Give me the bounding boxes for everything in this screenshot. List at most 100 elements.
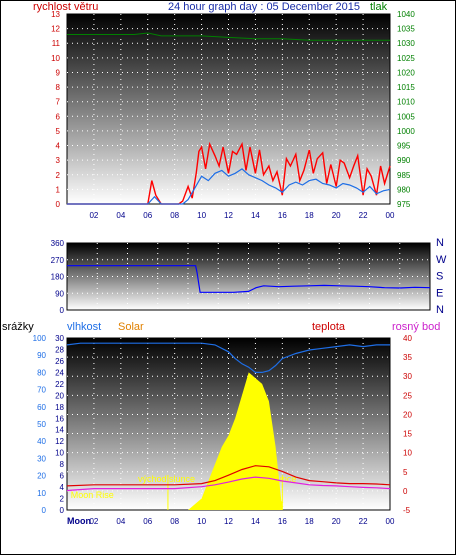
humidity-y-tick-label: 0 [42, 506, 47, 515]
temperature-y-tick-label: 35 [403, 353, 412, 362]
dew-point-series-line [66, 476, 391, 492]
temperature-y-tick-label: -5 [403, 506, 411, 515]
humidity-y-tick-label: 30 [37, 454, 46, 463]
temperature-y-tick-label: 5 [403, 468, 408, 477]
temperature-x-axis-ticks: 02 04 06 08 10 12 14 16 18 20 22 00 [89, 517, 395, 526]
humidity-y-tick-label: 20 [37, 472, 46, 481]
rain-y-tick-label: 26 [55, 357, 64, 366]
pressure-axis-ticks: 975 980 985 990 995 1000 1005 1010 1015 1020 1025 1… [397, 10, 415, 209]
pressure-y-tick-label: 1015 [397, 83, 415, 92]
temperature-x-tick-label: 12 [224, 517, 233, 526]
rain-y-tick-label: 8 [60, 460, 65, 469]
temperature-axis-ticks: -5 0 5 10 15 20 25 30 35 40 [403, 334, 412, 515]
wind-y-tick-label: 9 [56, 68, 61, 77]
temperature-x-tick-label: 20 [332, 517, 341, 526]
direction-axis-ticks: 360 270 180 90 0 [51, 239, 65, 315]
temperature-y-tick-label: 40 [403, 334, 412, 343]
rain-y-tick-label: 2 [60, 495, 65, 504]
wind-x-tick-label: 18 [305, 211, 314, 220]
direction-y-tick-label: 90 [55, 289, 64, 298]
compass-label: W [436, 254, 447, 266]
wind-x-tick-label: 04 [116, 211, 125, 220]
rain-y-tick-label: 6 [60, 472, 65, 481]
temperature-series-line [66, 465, 391, 487]
wind-x-axis-ticks: 02 04 06 08 10 12 14 16 18 20 22 00 [89, 211, 395, 220]
temperature-y-tick-label: 15 [403, 430, 412, 439]
direction-y-tick-label: 360 [51, 239, 65, 248]
wind-x-tick-label: 00 [386, 211, 395, 220]
wind-y-tick-label: 6 [56, 112, 61, 121]
temperature-x-tick-label: 06 [143, 517, 152, 526]
temperature-y-tick-label: 20 [403, 410, 412, 419]
rain-y-tick-label: 18 [55, 403, 64, 412]
temperature-x-tick-label: 10 [197, 517, 206, 526]
moon-axis-label: Moon [67, 516, 91, 526]
pressure-y-tick-label: 1020 [397, 68, 415, 77]
rain-y-tick-label: 0 [60, 506, 65, 515]
solar-axis-title: Solar [118, 321, 144, 333]
wind-x-tick-label: 14 [251, 211, 260, 220]
wind-x-tick-label: 22 [359, 211, 368, 220]
temperature-x-tick-label: 00 [386, 517, 395, 526]
solar-series-area [188, 372, 283, 510]
dew-point-axis-title: rosný bod [392, 321, 440, 333]
temperature-y-tick-label: 30 [403, 372, 412, 381]
wind-y-tick-label: 5 [56, 127, 61, 136]
wind-x-tick-label: 08 [170, 211, 179, 220]
wind-y-tick-label: 11 [52, 39, 61, 48]
compass-label: N [436, 237, 444, 249]
temperature-x-tick-label: 04 [116, 517, 125, 526]
rain-y-tick-label: 16 [55, 414, 64, 423]
wind-y-tick-label: 3 [56, 156, 61, 165]
direction-y-tick-label: 270 [51, 256, 65, 265]
wind-x-tick-label: 10 [197, 211, 206, 220]
temperature-x-tick-label: 02 [89, 517, 98, 526]
moonset-label: Moon Set [245, 499, 284, 509]
wind-y-tick-label: 4 [56, 142, 61, 151]
wind-x-tick-label: 20 [332, 211, 341, 220]
direction-y-tick-label: 0 [60, 306, 65, 315]
rain-y-tick-label: 4 [60, 483, 65, 492]
wind-y-tick-label: 12 [51, 25, 60, 34]
humidity-y-tick-label: 10 [37, 489, 46, 498]
rain-y-tick-label: 30 [55, 334, 64, 343]
temperature-axis-title: teplota [312, 321, 346, 333]
pressure-y-tick-label: 1005 [397, 112, 415, 121]
direction-gridlines [67, 243, 430, 310]
humidity-y-tick-label: 40 [37, 437, 46, 446]
rain-y-tick-label: 24 [55, 368, 64, 377]
pressure-y-tick-label: 1030 [397, 39, 415, 48]
rain-y-tick-label: 12 [55, 437, 64, 446]
pressure-y-tick-label: 985 [397, 171, 411, 180]
temperature-y-tick-label: 10 [403, 449, 412, 458]
temperature-x-tick-label: 16 [278, 517, 287, 526]
compass-label: N [436, 304, 444, 316]
chart-title: 24 hour graph day : 05 December 2015 [168, 1, 360, 13]
moonrise-label: Moon Rise [71, 490, 114, 500]
pressure-y-tick-label: 1040 [397, 10, 415, 19]
wind-y-tick-label: 7 [56, 98, 61, 107]
wind-y-tick-label: 8 [56, 83, 61, 92]
wind-y-tick-label: 0 [56, 200, 61, 209]
wind-direction-series-line [67, 265, 431, 293]
humidity-y-tick-label: 60 [37, 403, 46, 412]
temperature-x-tick-label: 08 [170, 517, 179, 526]
humidity-y-tick-label: 100 [33, 334, 47, 343]
temperature-y-tick-label: 0 [403, 487, 408, 496]
wind-x-tick-label: 02 [89, 211, 98, 220]
rain-y-tick-label: 22 [55, 380, 64, 389]
direction-y-tick-label: 180 [51, 273, 65, 282]
pressure-y-tick-label: 1035 [397, 25, 415, 34]
pressure-y-tick-label: 1010 [397, 98, 415, 107]
humidity-axis-ticks: 0 10 20 30 40 50 60 70 80 90 100 [33, 334, 47, 515]
wind-gridlines [67, 14, 390, 204]
rain-y-tick-label: 10 [55, 449, 64, 458]
pressure-y-tick-label: 995 [397, 142, 411, 151]
humidity-y-tick-label: 70 [37, 386, 46, 395]
compass-label: S [436, 271, 443, 283]
wind-average-series-line [67, 168, 391, 205]
